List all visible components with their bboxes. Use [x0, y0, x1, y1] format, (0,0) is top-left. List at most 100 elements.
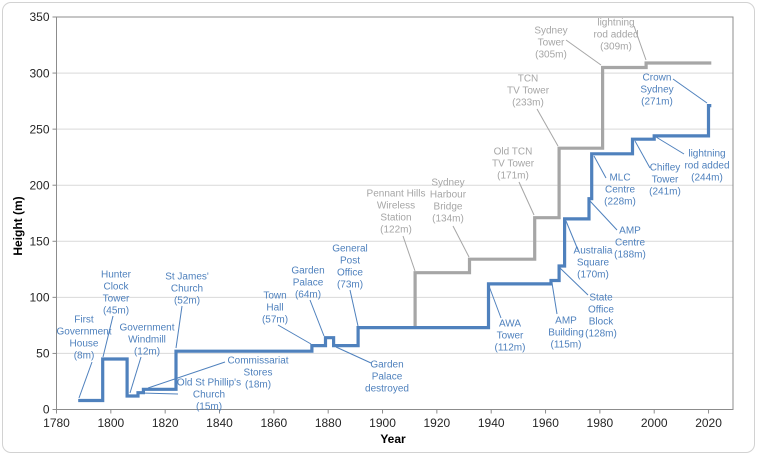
annotation-leader — [634, 140, 651, 169]
annotation-text: General — [332, 244, 368, 255]
x-tick-label: 1980 — [587, 416, 614, 430]
annotation-text: First — [74, 315, 94, 326]
annotation-text: Harbour — [430, 190, 467, 201]
annotation-leader — [589, 200, 618, 231]
annotation-leader — [536, 108, 559, 147]
y-tick-label: 250 — [29, 122, 49, 136]
annotation-text: Hall — [266, 303, 283, 314]
x-tick-label: 1900 — [369, 416, 396, 430]
annotation-text: (15m) — [196, 402, 222, 413]
y-tick-label: 0 — [43, 403, 50, 417]
x-tick-label: 1800 — [97, 416, 124, 430]
annotation-text: MLC — [609, 173, 630, 184]
annotation-text: (228m) — [604, 197, 636, 208]
annotation-text: AWA — [499, 319, 521, 330]
annotation-text: (73m) — [337, 280, 363, 291]
annotation-text: AMP — [555, 316, 577, 327]
annotation-text: Bridge — [434, 202, 463, 213]
annotation-text: (112m) — [495, 343, 526, 354]
annotation-text: Palace — [372, 372, 403, 383]
annotation-leader — [277, 324, 312, 345]
annotation-text: (45m) — [103, 306, 129, 317]
x-tick-label: 1960 — [532, 416, 559, 430]
x-tick-label: 1780 — [43, 416, 70, 430]
annotation-text: Sydney — [431, 178, 464, 189]
annotation-text: Hunter — [101, 270, 132, 281]
annotation-text: Government — [119, 323, 174, 334]
annotation-text: Palace — [293, 278, 324, 289]
annotation-leader — [175, 305, 183, 349]
annotation-text: Wireless — [377, 201, 415, 212]
axes: 0 50 100 150 200 250 300 350 1780 1800 1820 1840 186… — [29, 10, 734, 430]
annotation-text: Tower — [497, 331, 524, 342]
annotation-leader — [335, 346, 372, 364]
annotation-leader — [452, 225, 470, 258]
y-tick-label: 200 — [29, 178, 49, 192]
annotation-text: AMP — [619, 226, 641, 237]
y-tick-label: 150 — [29, 234, 49, 248]
annotation-text: Chifley — [650, 163, 681, 174]
annotation-text: lightning — [688, 149, 725, 160]
annotation-leader — [147, 361, 226, 389]
x-tick-label: 1860 — [260, 416, 287, 430]
annotation-leader — [551, 282, 558, 315]
annotation-text: Government — [56, 327, 111, 338]
x-tick-label: 1880 — [315, 416, 342, 430]
annotation-text: Square — [577, 258, 610, 269]
x-tick-label: 1820 — [152, 416, 179, 430]
annotation-text: (128m) — [585, 329, 617, 340]
annotation-leader — [488, 285, 502, 319]
annotation-text: Station — [380, 213, 411, 224]
annotation-text: Crown — [643, 73, 672, 84]
annotation-leader — [78, 361, 93, 399]
annotation-text: (244m) — [691, 173, 723, 184]
plot-frame — [56, 16, 734, 410]
annotation-leader — [140, 392, 179, 395]
annotation-leader — [565, 39, 602, 66]
annotation-text: Centre — [605, 185, 635, 196]
annotation-text: State — [589, 293, 613, 304]
annotation-text: Clock — [103, 282, 129, 293]
annotation-text: (171m) — [497, 171, 529, 182]
annotation-leader — [518, 181, 535, 216]
annotation-text: Block — [589, 317, 614, 328]
annotation-text: St James' — [165, 272, 209, 283]
annotation-leader-lines — [78, 25, 708, 399]
annotation-text: Old TCN — [494, 147, 533, 158]
annotation-text: Centre — [615, 238, 645, 249]
annotation-text: (18m) — [245, 380, 271, 391]
annotation-text: Windmill — [128, 335, 166, 346]
annotation-text: TV Tower — [492, 159, 535, 170]
annotation-text: (57m) — [262, 315, 288, 326]
annotation-text: (115m) — [551, 340, 582, 351]
annotation-text: (64m) — [295, 290, 321, 301]
annotation-text: (52m) — [174, 296, 200, 307]
annotation-text: Stores — [244, 368, 273, 379]
annotation-leader — [402, 235, 416, 272]
annotation-text: (271m) — [641, 97, 673, 108]
annotation-leader — [593, 155, 607, 179]
annotation-leader — [672, 78, 708, 104]
annotation-text: (309m) — [600, 42, 632, 53]
annotation-leader — [559, 267, 589, 296]
annotation-text: (134m) — [432, 214, 464, 225]
annotation-text: (122m) — [380, 225, 412, 236]
x-tick-label: 2020 — [695, 416, 722, 430]
annotation-text: lightning — [597, 18, 634, 29]
annotation-leader — [309, 299, 325, 337]
annotation-text: Tower — [103, 294, 130, 305]
annotation-text: (8m) — [74, 351, 95, 362]
annotation-text: Office — [337, 268, 363, 279]
annotation-leader — [633, 25, 647, 61]
annotation-leader — [655, 136, 685, 155]
annotation-text: Tower — [652, 175, 679, 186]
gridlines — [56, 72, 733, 354]
annotation-text: Tower — [538, 38, 565, 49]
annotation-text: Church — [171, 284, 203, 295]
y-tick-label: 300 — [29, 66, 49, 80]
annotation-text: (170m) — [577, 270, 609, 281]
x-tick-label: 1940 — [478, 416, 505, 430]
annotation-text: rod added — [684, 161, 729, 172]
annotation-leader — [565, 220, 579, 251]
